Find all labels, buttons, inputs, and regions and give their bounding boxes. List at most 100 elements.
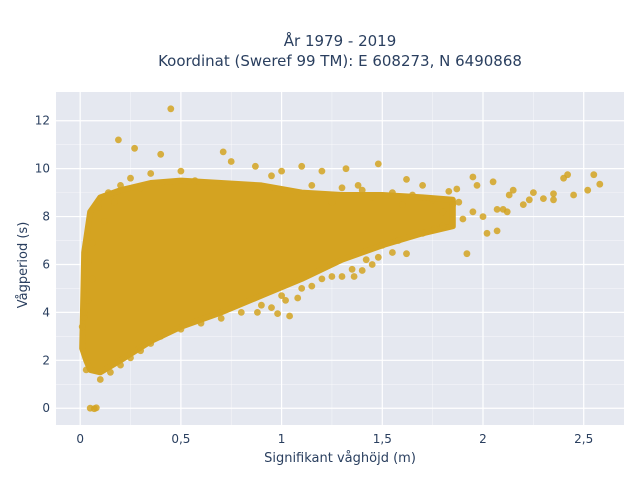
y-tick-label: 12: [35, 114, 50, 128]
scatter-point: [560, 174, 567, 182]
scatter-point: [540, 195, 547, 203]
data-points: [78, 105, 604, 413]
scatter-point: [362, 256, 370, 264]
scatter-point: [519, 201, 527, 209]
scatter-point: [268, 172, 275, 180]
scatter-point: [429, 196, 437, 204]
x-axis-ticks: 0 0,5 1 1,5 2 2,5: [76, 432, 593, 446]
scatter-point: [389, 249, 396, 256]
scatter-point: [107, 368, 114, 376]
scatter-point: [459, 215, 467, 223]
scatter-point: [439, 222, 447, 230]
scatter-point: [84, 258, 92, 266]
scatter-point: [88, 239, 96, 247]
scatter-point: [439, 208, 447, 216]
scatter-point: [274, 310, 281, 317]
scatter-point: [328, 273, 336, 280]
scatter-point: [431, 225, 439, 233]
scatter-point: [473, 182, 481, 189]
scatter-point: [127, 174, 134, 182]
x-tick-label: 2,5: [574, 432, 593, 446]
scatter-point: [115, 136, 122, 144]
scatter-point: [489, 178, 497, 186]
scatter-point: [453, 185, 461, 193]
scatter-point: [80, 309, 88, 316]
chart-title-line-1: År 1979 - 2019: [284, 31, 397, 50]
scatter-point: [308, 282, 316, 290]
y-tick-label: 4: [42, 305, 50, 319]
scatter-point: [399, 201, 406, 209]
scatter-point: [294, 294, 302, 302]
scatter-point: [419, 182, 426, 189]
scatter-point: [445, 188, 453, 195]
scatter-point: [463, 250, 471, 258]
scatter-point: [96, 376, 104, 383]
scatter-point: [84, 297, 92, 304]
scatter-point: [449, 201, 457, 209]
scatter-point: [258, 301, 265, 309]
scatter-point: [358, 267, 366, 274]
scatter-point: [111, 198, 118, 206]
x-tick-label: 0,5: [171, 432, 190, 446]
scatter-point: [227, 158, 235, 165]
scatter-point: [278, 292, 285, 299]
scatter-point: [570, 191, 577, 199]
scatter-point: [80, 313, 88, 321]
x-axis-title: Signifikant våghöjd (m): [264, 451, 416, 466]
scatter-point: [469, 208, 477, 216]
scatter-point: [368, 261, 376, 268]
scatter-point: [389, 189, 396, 197]
scatter-point: [403, 250, 410, 258]
scatter-point: [268, 304, 275, 311]
scatter-point: [117, 361, 124, 369]
scatter-point: [167, 105, 175, 113]
scatter-point: [342, 165, 350, 173]
scatter-point: [78, 323, 86, 331]
scatter-point: [197, 319, 205, 327]
scatter-point: [278, 167, 285, 175]
scatter-point: [530, 189, 537, 197]
scatter-point: [350, 273, 358, 280]
scatter-point: [354, 182, 362, 189]
scatter-point: [378, 241, 386, 249]
x-tick-label: 1,5: [373, 432, 392, 446]
chart-title-line-2: Koordinat (Sweref 99 TM): E 608273, N 64…: [158, 52, 522, 70]
x-tick-label: 2: [479, 432, 487, 446]
scatter-point: [94, 203, 102, 211]
scatter-point: [237, 309, 245, 316]
scatter-point: [318, 167, 326, 175]
scatter-point: [157, 333, 165, 340]
scatter-point: [368, 194, 376, 201]
scatter-point: [455, 198, 463, 206]
scatter-point: [338, 184, 346, 192]
scatter-point: [137, 184, 145, 192]
y-tick-label: 6: [42, 257, 50, 271]
scatter-point: [117, 182, 124, 189]
scatter-point: [525, 196, 533, 204]
scatter-point: [550, 190, 557, 198]
scatter-point: [88, 275, 96, 283]
scatter-point: [374, 253, 382, 261]
scatter-point: [348, 265, 356, 273]
scatter-point: [254, 309, 261, 316]
scatter-point: [318, 275, 326, 283]
scatter-point: [499, 206, 507, 213]
scatter-point: [358, 186, 366, 194]
scatter-point: [219, 148, 227, 156]
scatter-point: [252, 162, 259, 170]
y-tick-label: 10: [35, 162, 50, 176]
scatter-point: [131, 144, 139, 152]
scatter-point: [483, 229, 491, 237]
scatter-point: [177, 325, 185, 333]
scatter-point: [100, 218, 108, 225]
scatter-point: [590, 171, 598, 179]
y-axis-ticks: 0 2 4 6 8 10 12: [35, 114, 50, 415]
scatter-point: [308, 182, 316, 189]
scatter-point: [137, 347, 145, 355]
y-tick-label: 2: [42, 353, 50, 367]
scatter-point: [374, 160, 382, 168]
scatter-point: [191, 177, 199, 185]
scatter-point: [82, 366, 90, 374]
scatter-point: [328, 198, 336, 206]
